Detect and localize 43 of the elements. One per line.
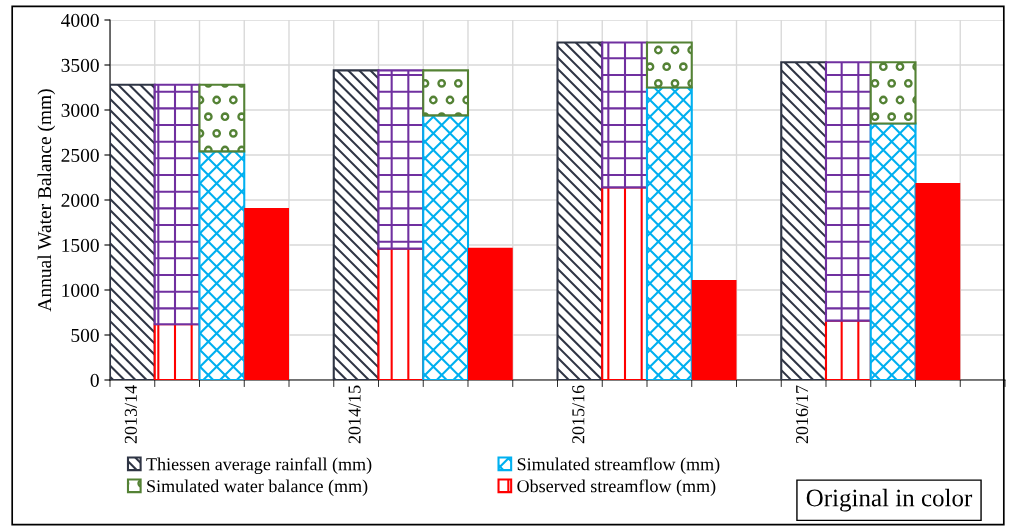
y-tick-label: 4000 <box>61 13 99 27</box>
bar <box>198 150 246 380</box>
bar <box>780 61 828 380</box>
legend-label: Thiessen average rainfall (mm) <box>146 457 372 475</box>
bar <box>691 280 737 380</box>
bar <box>153 83 201 326</box>
bar <box>377 69 425 250</box>
y-tick-label: 500 <box>71 328 99 342</box>
bar <box>824 319 872 380</box>
y-tick-label: 2500 <box>61 148 99 162</box>
bar <box>601 186 649 380</box>
bar <box>601 41 649 189</box>
bar <box>645 86 693 380</box>
bar <box>153 323 201 380</box>
y-tick-label: 1000 <box>62 283 99 297</box>
x-tick-label: 2016/17 <box>795 385 809 444</box>
bar <box>869 61 917 125</box>
bar <box>110 83 156 380</box>
bar <box>422 114 470 380</box>
bar <box>915 182 961 380</box>
y-tick-label: 3500 <box>61 58 99 72</box>
y-tick-label: 2000 <box>61 193 99 207</box>
y-tick-label: 1500 <box>62 238 99 252</box>
y-tick-label: 3000 <box>61 103 99 117</box>
bar <box>869 122 917 380</box>
bar <box>244 208 289 380</box>
text: Original in color <box>806 488 973 512</box>
legend-label: Simulated water balance (mm) <box>147 479 368 496</box>
x-tick-label: 2015/16 <box>572 385 585 444</box>
bar <box>556 41 604 380</box>
y-axis-title: Annual Water Balance (mm) <box>37 89 56 312</box>
bar <box>824 61 872 322</box>
bar <box>645 41 693 89</box>
x-tick-label: 2013/14 <box>124 385 137 444</box>
bar <box>332 69 380 380</box>
bar <box>468 247 513 380</box>
bar <box>377 247 425 380</box>
y-tick-label: 0 <box>90 373 99 387</box>
x-tick-label: 2014/15 <box>348 385 361 444</box>
bar <box>422 69 470 117</box>
bar <box>198 83 246 153</box>
legend-label: Simulated streamflow (mm) <box>517 457 720 474</box>
legend-label: Observed streamflow (mm) <box>517 479 716 496</box>
